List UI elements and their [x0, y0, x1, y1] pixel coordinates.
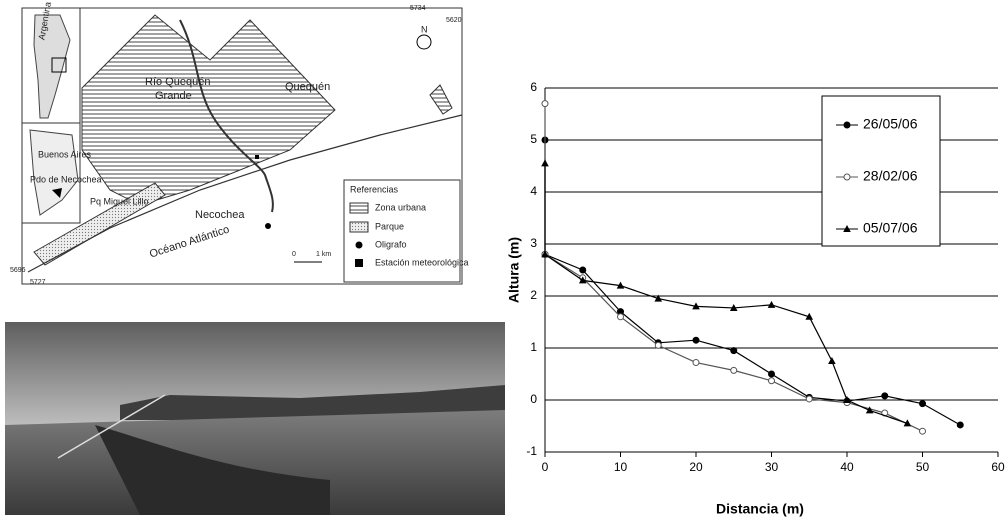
map-label: Pdo de Necochea	[30, 174, 102, 184]
oligrafo-point	[265, 223, 271, 229]
map-legend-item: Zona urbana	[375, 202, 426, 212]
coord: 5696	[10, 267, 26, 274]
map-label: Pq Miguel Lillo	[90, 196, 149, 206]
legend-swatch	[355, 259, 363, 267]
station-point	[255, 155, 259, 159]
y-tick-label: 6	[530, 80, 537, 94]
data-point	[693, 360, 699, 366]
y-tick-label: -1	[526, 444, 537, 458]
x-axis-label: Distancia (m)	[716, 501, 804, 517]
map-label: Grande	[155, 90, 192, 102]
map-label: N	[421, 24, 428, 34]
x-tick-label: 0	[542, 460, 549, 474]
legend-label: 05/07/06	[863, 220, 918, 236]
data-point	[882, 393, 888, 399]
legend-swatch	[350, 222, 368, 232]
scale-label: 0	[292, 251, 296, 258]
legend-marker	[844, 122, 850, 128]
x-tick-label: 50	[916, 460, 930, 474]
data-point	[806, 396, 812, 402]
x-tick-label: 20	[689, 460, 703, 474]
y-tick-label: 2	[530, 288, 537, 302]
figure: Argentina Buenos Aires Pdo de Necochea R…	[0, 0, 1007, 525]
data-point	[580, 267, 586, 273]
data-point	[541, 159, 549, 166]
y-axis-label: Altura (m)	[506, 237, 522, 303]
x-tick-label: 60	[991, 460, 1005, 474]
legend-label: 28/02/06	[863, 168, 918, 184]
map-legend-item: Parque	[375, 221, 404, 231]
data-point	[693, 337, 699, 343]
y-tick-label: 3	[530, 236, 537, 250]
map-label: Río Quequén	[145, 76, 210, 88]
y-tick-label: 1	[530, 340, 537, 354]
map-legend-item: Oligrafo	[375, 239, 407, 249]
data-point	[731, 348, 737, 354]
x-tick-label: 30	[765, 460, 779, 474]
legend-label: 26/05/06	[863, 116, 918, 132]
map-label: Necochea	[195, 209, 245, 221]
y-tick-label: 5	[530, 132, 537, 146]
map-legend-item: Estación meteorológica	[375, 257, 469, 267]
photo	[5, 322, 505, 515]
coord: 5734	[410, 5, 426, 12]
data-point	[731, 367, 737, 373]
data-point	[542, 101, 548, 107]
scale-label: 1 km	[316, 251, 331, 258]
y-tick-label: 0	[530, 392, 537, 406]
legend-marker	[844, 174, 850, 180]
data-point	[769, 371, 775, 377]
map-label: Quequén	[285, 81, 330, 93]
data-point	[920, 401, 926, 407]
data-point	[769, 378, 775, 384]
legend-swatch	[350, 203, 368, 213]
x-tick-label: 40	[840, 460, 854, 474]
coord: 5727	[30, 279, 46, 286]
map-label: Buenos Aires	[38, 149, 92, 159]
map-legend-title: Referencias	[350, 184, 399, 194]
data-point	[828, 357, 836, 364]
data-point	[768, 301, 776, 308]
data-point	[655, 342, 661, 348]
data-point	[618, 314, 624, 320]
map: Argentina Buenos Aires Pdo de Necochea R…	[10, 1, 469, 286]
y-tick-label: 4	[530, 184, 537, 198]
data-point	[957, 422, 963, 428]
coord: 5620	[446, 17, 462, 24]
x-tick-label: 10	[614, 460, 628, 474]
legend-swatch	[356, 242, 363, 249]
data-point	[920, 428, 926, 434]
